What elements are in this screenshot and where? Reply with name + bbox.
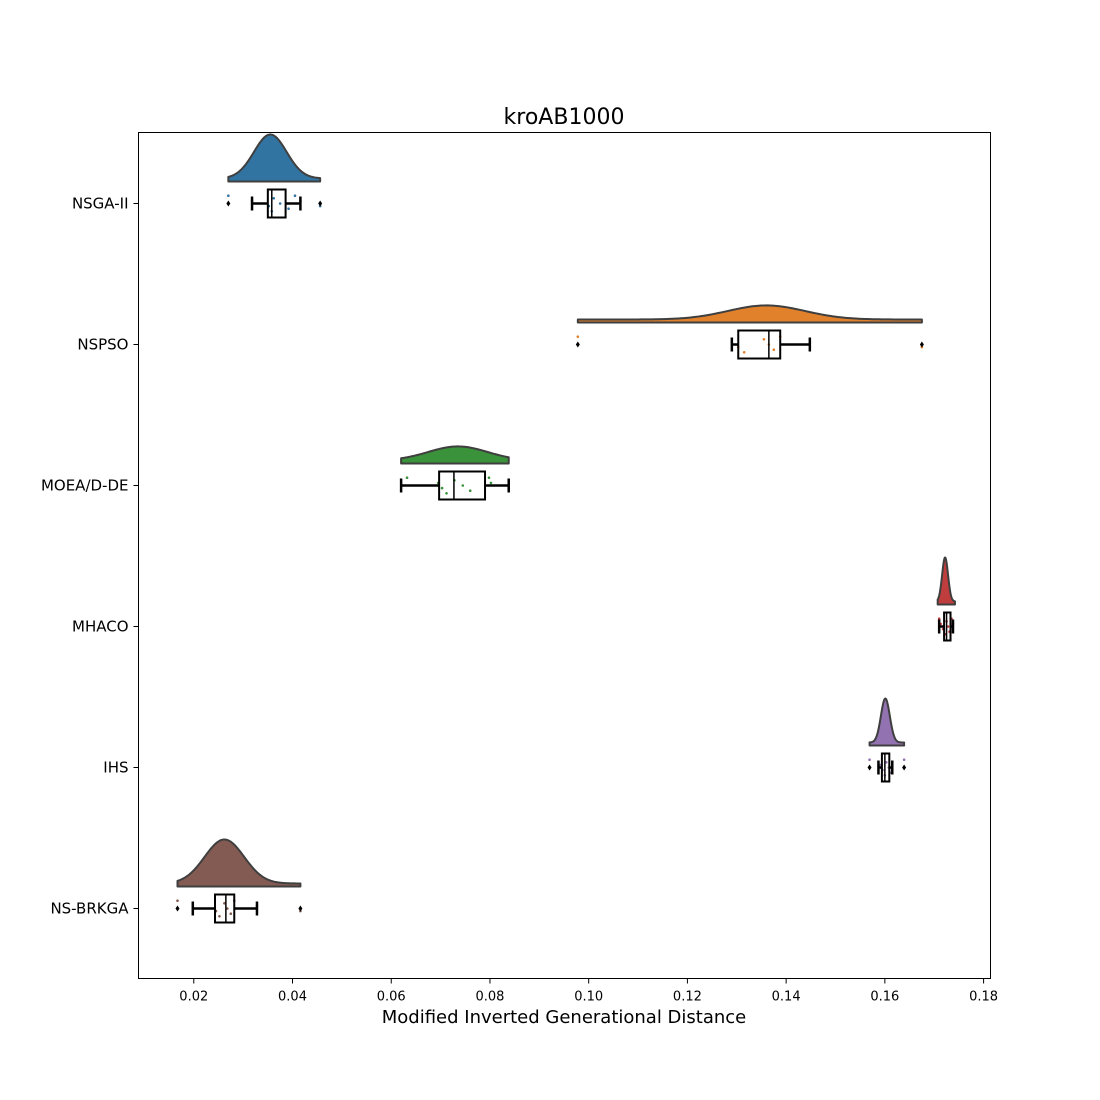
y-tick-label: NSPSO — [77, 336, 128, 354]
data-point — [226, 907, 229, 910]
flier-point — [919, 341, 924, 348]
data-point — [487, 476, 491, 480]
violin-cloud — [176, 838, 302, 888]
data-point — [742, 351, 746, 354]
data-point — [229, 912, 233, 915]
data-point — [937, 617, 941, 620]
data-point — [885, 761, 888, 764]
data-point — [489, 481, 493, 485]
x-tick-label: 0.02 — [179, 990, 208, 1005]
data-point — [176, 899, 179, 902]
box-iqr — [737, 329, 782, 360]
x-tick-label: 0.16 — [870, 990, 899, 1005]
y-tick-label: NSGA-II — [72, 195, 129, 213]
series-nsga-ii — [226, 133, 323, 219]
plot-area — [175, 133, 956, 924]
box-iqr — [214, 893, 236, 924]
data-point — [272, 197, 276, 200]
x-tick-label: 0.18 — [969, 990, 998, 1005]
x-tick-label: 0.08 — [475, 990, 504, 1005]
y-tick-label: MOEA/D-DE — [41, 477, 129, 495]
violin-cloud — [227, 133, 322, 183]
flier-point — [298, 905, 303, 912]
series-ns-brkga — [175, 838, 303, 924]
data-point — [946, 625, 950, 628]
data-point — [278, 202, 282, 205]
series-ihs — [867, 697, 907, 783]
data-point — [576, 335, 580, 339]
x-axis: 0.02 0.04 0.06 0.08 0.10 0.12 0.14 0.16 0.18 — [179, 978, 998, 1005]
y-axis: NSGA-II NSPSO MOEA/D-DE MHACO IHS NS-BRKGA — [41, 195, 139, 918]
plot-frame — [138, 132, 991, 979]
data-point — [440, 486, 444, 490]
data-point — [227, 194, 230, 197]
data-point — [223, 902, 226, 905]
data-point — [218, 915, 221, 918]
x-tick-label: 0.12 — [673, 990, 702, 1005]
violin-cloud — [936, 556, 956, 606]
flier-point — [318, 200, 323, 207]
series-moea-d-de — [399, 445, 511, 501]
y-tick-label: NS-BRKGA — [50, 900, 129, 918]
flier-point — [867, 764, 872, 771]
flier-point — [575, 341, 580, 348]
x-tick-label: 0.04 — [278, 990, 307, 1005]
flier-point — [175, 905, 180, 912]
x-axis-label: Modified Inverted Generational Distance — [382, 1007, 747, 1028]
box-iqr — [266, 188, 287, 219]
data-point — [762, 338, 766, 341]
data-point — [902, 758, 906, 761]
data-point — [772, 348, 776, 352]
data-point — [445, 492, 448, 495]
flier-point — [226, 200, 231, 207]
y-tick-label: MHACO — [72, 618, 129, 636]
data-point — [287, 207, 290, 210]
series-nspso — [575, 304, 924, 360]
violin-cloud — [868, 697, 906, 747]
box-iqr — [438, 470, 487, 501]
data-point — [868, 758, 871, 761]
violin-cloud — [576, 304, 923, 324]
flier-point — [902, 764, 907, 771]
chart-title: kroAB1000 — [504, 105, 625, 130]
x-tick-label: 0.14 — [772, 990, 801, 1005]
x-tick-label: 0.10 — [574, 990, 603, 1005]
x-tick-label: 0.06 — [377, 990, 406, 1005]
data-point — [468, 489, 472, 493]
data-point — [405, 476, 409, 480]
y-tick-label: IHS — [103, 759, 128, 777]
data-point — [461, 484, 465, 487]
violin-cloud — [400, 445, 510, 465]
data-point — [293, 194, 297, 197]
series-mhaco — [936, 556, 956, 642]
